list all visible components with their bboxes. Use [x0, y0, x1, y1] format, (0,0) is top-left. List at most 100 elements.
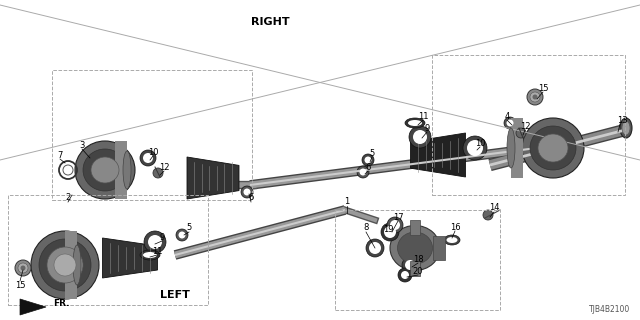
- Circle shape: [504, 117, 516, 129]
- Bar: [8, 195, 208, 305]
- Circle shape: [20, 266, 26, 270]
- Bar: [410, 220, 420, 235]
- Text: 19: 19: [383, 226, 393, 235]
- Text: 15: 15: [15, 281, 25, 290]
- Ellipse shape: [447, 237, 458, 243]
- Text: 5: 5: [369, 148, 374, 157]
- Bar: [52, 70, 252, 200]
- Text: 5: 5: [186, 223, 191, 233]
- Text: RIGHT: RIGHT: [251, 17, 289, 27]
- Ellipse shape: [54, 254, 76, 276]
- Circle shape: [384, 226, 396, 238]
- Polygon shape: [20, 299, 46, 315]
- Bar: [115, 141, 127, 199]
- Text: 9: 9: [159, 233, 164, 242]
- Circle shape: [516, 128, 526, 138]
- Text: 11: 11: [152, 246, 163, 255]
- Circle shape: [179, 231, 186, 238]
- Ellipse shape: [538, 134, 568, 162]
- Circle shape: [467, 140, 483, 156]
- Circle shape: [144, 231, 166, 253]
- Circle shape: [365, 156, 371, 164]
- Text: 13: 13: [617, 116, 627, 124]
- Text: 3: 3: [79, 140, 84, 149]
- Text: 12: 12: [159, 163, 169, 172]
- Circle shape: [148, 235, 162, 249]
- Text: 7: 7: [58, 150, 63, 159]
- Text: 20: 20: [413, 267, 423, 276]
- Circle shape: [140, 150, 156, 166]
- Circle shape: [243, 188, 250, 196]
- Text: 10: 10: [148, 148, 158, 156]
- Ellipse shape: [140, 250, 160, 260]
- Circle shape: [362, 154, 374, 166]
- Bar: [432, 55, 625, 195]
- Ellipse shape: [390, 226, 440, 270]
- Ellipse shape: [397, 232, 433, 264]
- Circle shape: [15, 260, 31, 276]
- Ellipse shape: [143, 252, 157, 258]
- Circle shape: [532, 94, 538, 100]
- Ellipse shape: [530, 126, 576, 170]
- Text: LEFT: LEFT: [160, 290, 190, 300]
- Text: 8: 8: [364, 223, 369, 233]
- Ellipse shape: [31, 231, 99, 299]
- Text: 2: 2: [65, 194, 70, 203]
- Text: 12: 12: [520, 122, 531, 131]
- Circle shape: [527, 89, 543, 105]
- Text: 15: 15: [538, 84, 548, 92]
- Circle shape: [409, 126, 431, 148]
- Text: FR.: FR.: [53, 299, 70, 308]
- Text: 6: 6: [365, 163, 371, 172]
- Circle shape: [143, 153, 153, 163]
- Ellipse shape: [622, 121, 630, 135]
- Ellipse shape: [91, 157, 119, 183]
- Bar: [335, 210, 500, 310]
- Polygon shape: [102, 238, 157, 278]
- Circle shape: [18, 263, 28, 273]
- Bar: [433, 236, 445, 260]
- Ellipse shape: [123, 151, 131, 189]
- Ellipse shape: [39, 239, 91, 291]
- Bar: [410, 261, 420, 276]
- Text: 11: 11: [418, 111, 428, 121]
- Ellipse shape: [408, 120, 422, 126]
- Text: TJB4B2100: TJB4B2100: [589, 306, 630, 315]
- Circle shape: [413, 130, 427, 144]
- Circle shape: [530, 92, 540, 102]
- Text: 14: 14: [489, 204, 499, 212]
- Circle shape: [241, 186, 253, 198]
- Circle shape: [153, 168, 163, 178]
- Circle shape: [401, 271, 409, 279]
- Text: 17: 17: [393, 212, 403, 221]
- Ellipse shape: [522, 118, 584, 178]
- Text: 9: 9: [424, 124, 429, 132]
- Bar: [65, 231, 77, 299]
- Circle shape: [360, 169, 367, 175]
- Text: 16: 16: [450, 222, 460, 231]
- Text: 1: 1: [344, 197, 349, 206]
- Bar: [511, 118, 523, 178]
- Ellipse shape: [620, 118, 632, 138]
- Circle shape: [483, 210, 493, 220]
- Ellipse shape: [75, 141, 135, 199]
- Circle shape: [405, 260, 415, 270]
- Ellipse shape: [73, 245, 81, 285]
- Text: 18: 18: [413, 254, 423, 263]
- Circle shape: [387, 217, 403, 233]
- Circle shape: [366, 239, 384, 257]
- Text: 4: 4: [504, 111, 509, 121]
- Text: 10: 10: [475, 139, 485, 148]
- Text: 6: 6: [248, 194, 253, 203]
- Circle shape: [402, 257, 418, 273]
- Circle shape: [506, 119, 513, 126]
- Ellipse shape: [47, 247, 83, 283]
- Ellipse shape: [83, 149, 127, 191]
- Circle shape: [381, 223, 399, 241]
- Circle shape: [390, 220, 400, 230]
- Ellipse shape: [444, 235, 460, 245]
- Circle shape: [357, 166, 369, 178]
- Circle shape: [369, 242, 381, 254]
- Circle shape: [176, 229, 188, 241]
- Polygon shape: [410, 133, 465, 177]
